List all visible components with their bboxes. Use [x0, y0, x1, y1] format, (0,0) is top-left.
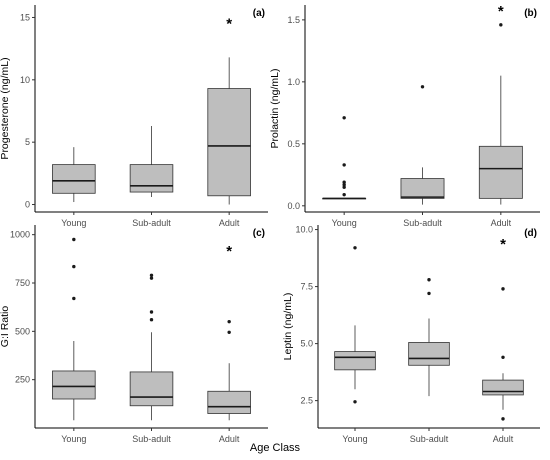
panel-label: (d) — [524, 228, 537, 239]
y-axis-title: Progesterone (ng/mL) — [0, 57, 11, 159]
box-sub-adult — [129, 273, 174, 421]
significance-marker: * — [500, 236, 506, 253]
outlier-point — [72, 264, 76, 269]
significance-marker: * — [498, 3, 504, 20]
outlier-point — [342, 185, 346, 189]
box-iqr — [52, 370, 96, 400]
box-adult — [478, 23, 523, 205]
outlier-point — [342, 183, 346, 187]
panel-b: 0.0 0.5 1.0 1.5 Young Sub-adult Adult Prolactin… — [269, 3, 540, 228]
x-tick-label-adult: Adult — [493, 434, 514, 444]
outlier-point — [72, 237, 76, 242]
box-adult — [207, 57, 251, 205]
outlier-point — [342, 163, 346, 167]
outlier-point — [149, 273, 154, 277]
outlier-point — [342, 116, 346, 120]
box-iqr — [400, 178, 445, 199]
outlier-point — [149, 310, 154, 314]
panel-label: (c) — [253, 228, 265, 239]
outlier-point — [353, 400, 357, 404]
y-tick-label: 5.0 — [300, 339, 313, 349]
panel-c: 250 500 750 1000 Young Sub-adult Adult G:I Rati… — [0, 225, 268, 444]
outlier-point — [227, 330, 231, 334]
outlier-point — [149, 276, 154, 280]
y-tick-label: 1.0 — [287, 77, 300, 87]
outlier-point — [501, 417, 505, 421]
y-tick-label: 0.5 — [287, 139, 300, 149]
x-tick-label-young: Young — [332, 218, 357, 228]
y-tick-label: 2.5 — [300, 396, 313, 406]
x-tick-label-young: Young — [342, 434, 367, 444]
box-sub-adult — [408, 278, 450, 397]
x-tick-label-sub-adult: Sub-adult — [132, 434, 171, 444]
panel-label: (b) — [524, 8, 537, 19]
box-iqr — [52, 164, 96, 194]
panel-label: (a) — [253, 8, 265, 19]
significance-marker: * — [226, 15, 232, 32]
outlier-point — [342, 192, 346, 197]
box-iqr — [129, 164, 174, 193]
box-sub-adult — [400, 85, 445, 205]
panel-a: 0 5 10 15 Young Sub-adult Adult Progesterone (n… — [0, 5, 268, 228]
box-iqr — [482, 379, 524, 396]
box-iqr — [334, 351, 376, 371]
outlier-point — [149, 318, 154, 322]
box-young — [322, 116, 367, 200]
box-sub-adult — [129, 125, 174, 198]
box-iqr — [207, 390, 251, 414]
y-tick-label: 750 — [15, 278, 30, 288]
outlier-point — [353, 246, 357, 250]
y-tick-label: 1000 — [10, 230, 30, 240]
y-axis-title: Leptin (ng/mL) — [282, 293, 294, 361]
x-axis-title: Age Class — [249, 442, 301, 454]
y-tick-label: 10 — [20, 75, 30, 85]
outlier-point — [420, 85, 425, 89]
x-tick-label-sub-adult: Sub-adult — [410, 434, 449, 444]
outlier-point — [501, 355, 505, 359]
significance-marker: * — [226, 243, 232, 260]
box-young — [334, 246, 376, 404]
x-tick-label-sub-adult: Sub-adult — [403, 218, 442, 228]
box-adult — [482, 287, 524, 421]
outlier-point — [227, 319, 231, 324]
box-iqr — [478, 145, 523, 199]
outlier-point — [427, 278, 431, 282]
x-tick-label-sub-adult: Sub-adult — [132, 218, 171, 228]
y-tick-label: 0.0 — [287, 201, 300, 211]
y-tick-label: 250 — [15, 375, 30, 385]
y-tick-label: 5 — [25, 137, 30, 147]
x-tick-label-adult: Adult — [219, 434, 240, 444]
x-tick-label-young: Young — [61, 218, 86, 228]
box-iqr — [207, 88, 251, 197]
outlier-point — [499, 23, 503, 27]
box-adult — [207, 319, 251, 421]
box-young — [52, 147, 96, 203]
y-tick-label: 0 — [25, 200, 30, 210]
x-tick-label-adult: Adult — [219, 218, 240, 228]
x-tick-label-adult: Adult — [491, 218, 512, 228]
panel-d: 2.5 5.0 7.5 10.0 Young Sub-adult Adult Leptin (… — [282, 225, 540, 444]
outlier-point — [501, 287, 505, 291]
y-tick-label: 1.5 — [287, 15, 300, 25]
outlier-point — [427, 291, 431, 296]
y-tick-label: 7.5 — [300, 282, 313, 292]
box-iqr — [408, 342, 450, 366]
y-tick-label: 10.0 — [295, 225, 313, 235]
outlier-point — [72, 296, 76, 301]
outlier-point — [342, 180, 346, 184]
box-iqr — [129, 371, 174, 407]
y-tick-label: 500 — [15, 326, 30, 336]
y-tick-label: 15 — [20, 12, 30, 22]
y-axis-title: G:I Ratio — [0, 306, 11, 348]
x-tick-label-young: Young — [61, 434, 86, 444]
box-young — [52, 237, 96, 421]
y-axis-title: Prolactin (ng/mL) — [269, 69, 281, 149]
